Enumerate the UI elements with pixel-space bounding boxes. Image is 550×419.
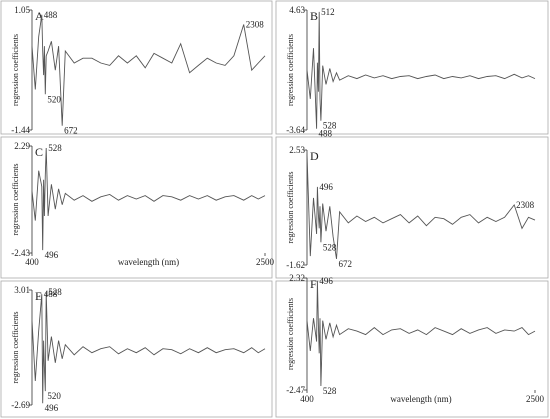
panel-border xyxy=(0,0,273,135)
y-tick-label: 2.32 xyxy=(289,273,305,283)
spectrum-line xyxy=(31,14,266,126)
spectrum-line xyxy=(31,147,266,251)
y-tick-label: -2.43 xyxy=(11,248,30,258)
spectrum-line xyxy=(31,292,266,404)
peak-label: 520 xyxy=(47,391,61,401)
x-tick-label: 400 xyxy=(25,257,39,267)
y-axis-label: regression coefficients xyxy=(11,311,20,383)
y-tick-label: 3.01 xyxy=(14,285,30,295)
peak-label: 2308 xyxy=(516,200,535,210)
peak-label: 512 xyxy=(321,7,335,17)
y-axis-label: regression coefficients xyxy=(11,34,20,106)
panel-label: A xyxy=(35,9,44,23)
peak-label: 496 xyxy=(45,250,59,260)
y-tick-label: 1.05 xyxy=(14,5,30,15)
x-tick-label: 2500 xyxy=(256,257,275,267)
peak-label: 672 xyxy=(339,259,353,269)
panel-border xyxy=(0,136,273,279)
panel-border xyxy=(275,136,549,279)
peak-label: 520 xyxy=(47,94,61,104)
y-axis-label: regression coefficients xyxy=(286,34,295,106)
peak-label: 488 xyxy=(44,10,58,20)
spectrum-line xyxy=(306,11,536,129)
peak-label: 496 xyxy=(319,182,333,192)
spectrum-line xyxy=(306,153,536,259)
panel-label: C xyxy=(35,145,43,159)
peak-label: 528 xyxy=(48,287,62,297)
y-axis-label: regression coefficients xyxy=(286,298,295,370)
x-axis-label: wavelength (nm) xyxy=(118,257,179,267)
y-tick-label: 2.29 xyxy=(14,141,30,151)
x-axis-label: wavelength (nm) xyxy=(390,394,451,404)
x-tick-label: 400 xyxy=(300,394,314,404)
peak-label: 672 xyxy=(64,126,78,136)
y-tick-label: -2.69 xyxy=(11,400,30,410)
y-tick-label: -1.44 xyxy=(11,125,30,135)
peak-label: 528 xyxy=(323,121,337,131)
y-tick-label: 4.63 xyxy=(289,5,305,15)
y-tick-label: 2.53 xyxy=(289,145,305,155)
y-axis-label: regression coefficients xyxy=(286,171,295,243)
peak-label: 528 xyxy=(323,386,337,396)
y-axis-label: regression coefficients xyxy=(11,163,20,235)
panel-label: B xyxy=(310,9,318,23)
peak-label: 528 xyxy=(323,242,337,252)
y-tick-label: -2.47 xyxy=(286,385,305,395)
panel-border xyxy=(275,280,549,418)
panel-label: F xyxy=(310,277,317,291)
y-tick-label: -3.64 xyxy=(286,125,305,135)
panel-label: D xyxy=(310,149,319,163)
peak-label: 2308 xyxy=(246,19,265,29)
peak-label: 496 xyxy=(319,276,333,286)
x-tick-label: 2500 xyxy=(526,394,545,404)
panel-border xyxy=(0,280,273,418)
spectrum-line xyxy=(306,280,536,387)
y-tick-label: -1.62 xyxy=(286,260,305,270)
peak-label: 488 xyxy=(44,289,58,299)
panel-label: E xyxy=(35,289,42,303)
peak-label: 528 xyxy=(48,143,62,153)
peak-label: 488 xyxy=(319,129,333,139)
peak-label: 496 xyxy=(45,403,59,413)
panel-border xyxy=(275,0,549,135)
